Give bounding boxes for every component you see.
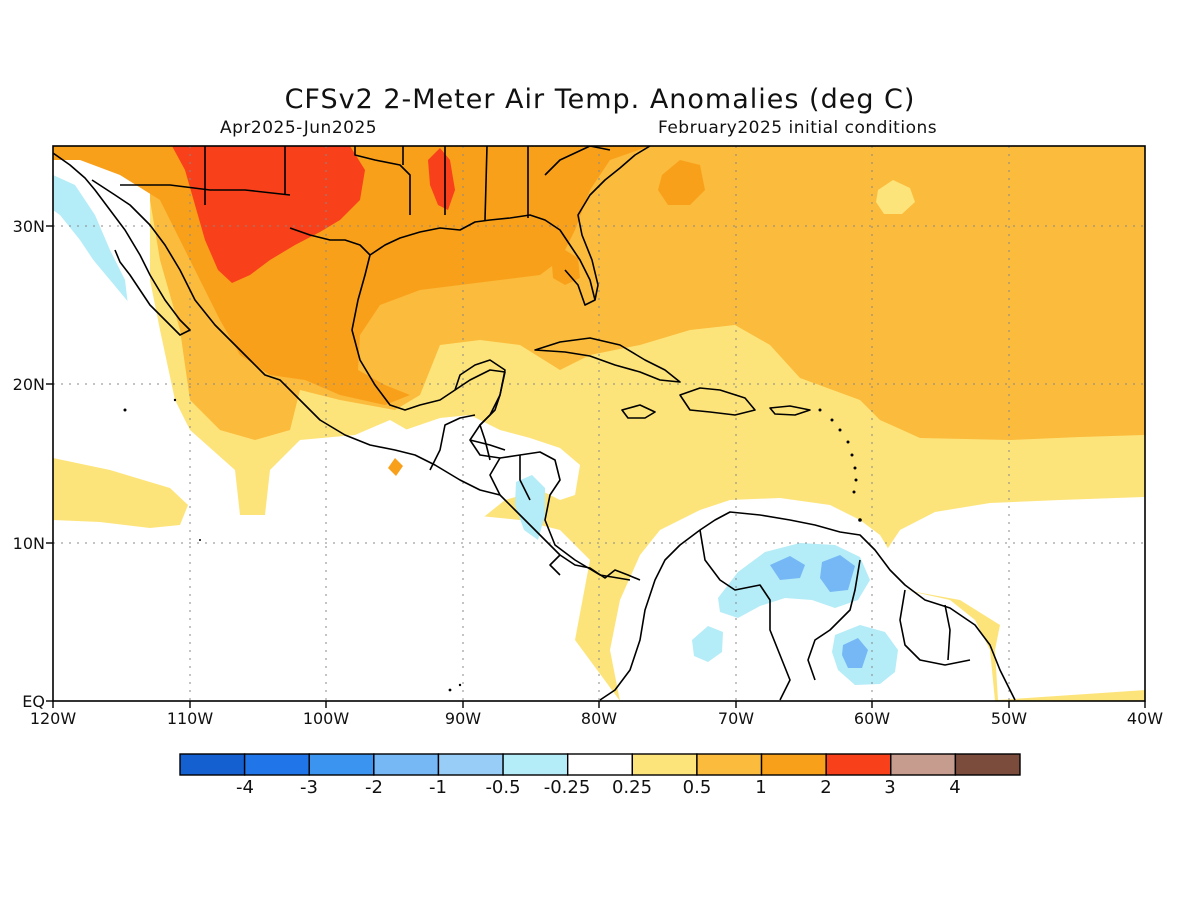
lon-label-120w: 120W [30, 709, 77, 728]
initial-conditions: February2025 initial conditions [658, 118, 938, 138]
colorbar-swatch [179, 753, 246, 776]
anomaly-2-3-east [428, 148, 455, 210]
colorbar-swatch [954, 753, 1021, 776]
anomaly-moderate-cool-1 [770, 556, 805, 580]
lat-label-30n: 30N [13, 217, 45, 236]
anomaly-cool-baja [53, 175, 128, 305]
colorbar-label: -1 [429, 777, 447, 798]
longitude-labels: 120W 110W 100W 90W 80W 70W 60W 50W 40W [30, 709, 1163, 728]
map-title: CFSv2 2-Meter Air Temp. Anomalies (deg C… [284, 84, 916, 115]
lon-label-110w: 110W [167, 709, 214, 728]
colorbar-label: 0.5 [683, 777, 712, 798]
colorbar-label: 1 [755, 777, 766, 798]
lon-label-100w: 100W [303, 709, 350, 728]
colorbar-swatch [696, 753, 763, 776]
anomaly-cool-colombia [692, 626, 723, 662]
lesser-antilles [123, 398, 862, 692]
lon-label-50w: 50W [991, 709, 1027, 728]
latitude-labels: 30N 20N 10N EQ [13, 217, 45, 711]
colorbar-label: -0.25 [544, 777, 591, 798]
colorbar-label: 4 [949, 777, 960, 798]
colorbar-swatch [825, 753, 892, 776]
lon-label-60w: 60W [854, 709, 890, 728]
axis-ticks [46, 225, 1146, 708]
anomaly-2-3 [172, 146, 365, 283]
colorbar-swatch [373, 753, 440, 776]
colorbar-label: 0.25 [612, 777, 652, 798]
anomaly-cool-nicaragua [515, 475, 545, 540]
anomaly-1-2-gulf [552, 250, 580, 285]
colorbar-swatch [243, 753, 310, 776]
anomaly-moderate-cool-3 [842, 638, 868, 668]
colorbar [179, 753, 1021, 776]
lon-label-40w: 40W [1127, 709, 1163, 728]
colorbar-swatch [437, 753, 504, 776]
lat-label-20n: 20N [13, 375, 45, 394]
colorbar-label: -2 [365, 777, 383, 798]
lat-lon-grid [53, 146, 1145, 701]
forecast-period: Apr2025-Jun2025 [220, 118, 378, 138]
anomaly-0.25-0.5-west [53, 458, 188, 528]
colorbar-swatch [890, 753, 957, 776]
anomaly-moderate-cool-2 [820, 555, 855, 592]
colorbar-label: -4 [236, 777, 254, 798]
colorbar-swatch [308, 753, 375, 776]
colorbar-label: -3 [300, 777, 318, 798]
anomaly-1-2-atlantic [658, 160, 705, 205]
lon-label-70w: 70W [718, 709, 754, 728]
colorbar-swatch [566, 753, 634, 776]
lon-label-80w: 80W [581, 709, 617, 728]
colorbar-labels: -4 -3 -2 -1 -0.5 -0.25 0.25 0.5 1 2 3 4 [236, 777, 961, 798]
colorbar-label: 3 [884, 777, 895, 798]
colorbar-swatch [502, 753, 569, 776]
anomaly-1-2-pacific [388, 458, 403, 476]
colorbar-label: 2 [820, 777, 831, 798]
neutral-baja [53, 210, 155, 345]
lat-label-eq: EQ [22, 692, 45, 711]
anomaly-0.25-0.5-atlantic [876, 180, 915, 214]
lon-label-90w: 90W [445, 709, 481, 728]
colorbar-swatch [760, 753, 827, 776]
anomaly-field [53, 146, 1145, 701]
coastlines [53, 146, 1016, 701]
lat-label-10n: 10N [13, 534, 45, 553]
colorbar-label: -0.5 [485, 777, 520, 798]
colorbar-swatch [631, 753, 698, 776]
